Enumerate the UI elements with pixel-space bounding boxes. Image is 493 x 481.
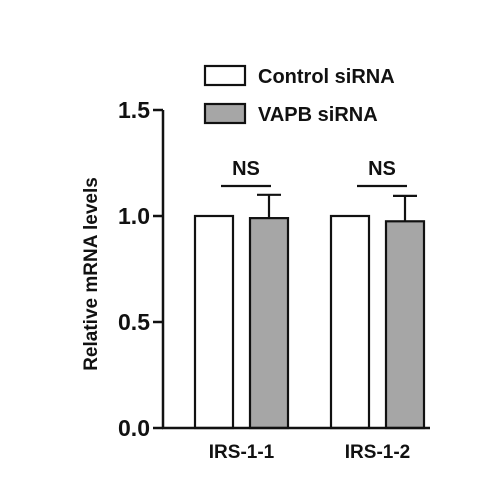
x-tick-label: IRS-1-1 xyxy=(209,442,275,463)
y-tick-label: 0.5 xyxy=(118,309,150,335)
legend-swatch-control xyxy=(203,64,247,87)
bars xyxy=(193,214,426,430)
y-axis-label: Relative mRNA levels xyxy=(81,177,102,371)
legend: Control siRNA VAPB siRNA xyxy=(203,64,395,126)
legend-label-control: Control siRNA xyxy=(258,66,395,88)
x-tick-label: IRS-1-2 xyxy=(345,442,410,463)
error-bars xyxy=(257,193,417,222)
y-tick-label: 0.0 xyxy=(118,415,150,441)
y-tick-label: 1.0 xyxy=(118,203,150,229)
x-axis: IRS-1-1 IRS-1-2 xyxy=(162,426,430,463)
y-tick-label: 1.5 xyxy=(118,97,150,123)
bar-irs-1-2-vapb xyxy=(384,220,426,430)
bar-irs-1-1-vapb xyxy=(248,217,290,430)
significance-label-irs-1-2: NS xyxy=(368,158,396,180)
legend-label-vapb: VAPB siRNA xyxy=(258,104,378,126)
significance-annotations: NS NS xyxy=(221,158,407,188)
significance-label-irs-1-1: NS xyxy=(232,158,260,180)
legend-swatch-vapb xyxy=(203,102,247,125)
y-axis: 0.0 0.5 1.0 1.5 xyxy=(118,97,165,441)
bar-irs-1-2-control xyxy=(329,214,371,430)
bar-irs-1-1-control xyxy=(193,214,235,430)
